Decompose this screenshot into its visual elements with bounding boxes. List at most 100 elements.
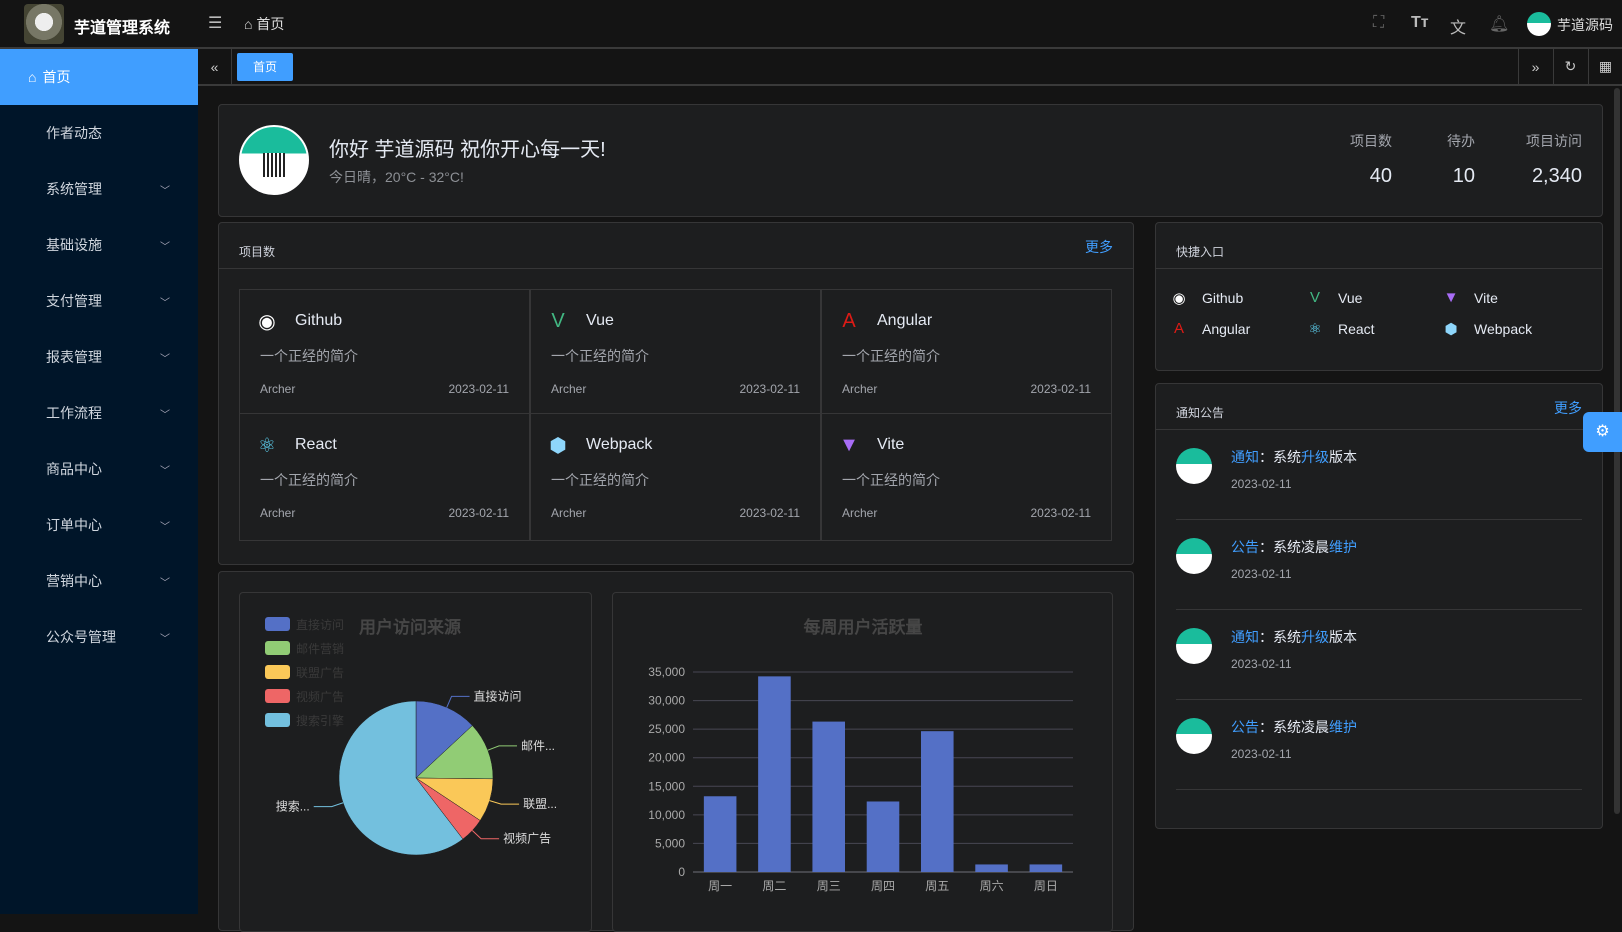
vue-icon: V	[551, 309, 565, 332]
user-name[interactable]: 芋道源码	[1557, 17, 1613, 33]
shortcut-item[interactable]: ▼ Vite	[1443, 289, 1498, 306]
bar	[703, 796, 737, 872]
pie-label-line	[489, 800, 520, 805]
bar	[758, 676, 791, 872]
sidebar-item-label: 工作流程	[46, 405, 102, 421]
react-icon: ⚛	[258, 434, 276, 457]
notice-item[interactable]: 公告：系统凌晨维护 2023-02-11	[1176, 700, 1582, 790]
scroll-left-icon[interactable]: «	[198, 49, 232, 84]
chevron-down-icon: ﹀	[160, 185, 170, 197]
shortcut-item[interactable]: ⚛ React	[1306, 320, 1374, 338]
project-item[interactable]: ⚛ React 一个正经的简介 Archer 2023-02-11	[239, 413, 530, 541]
chevron-down-icon: ﹀	[160, 521, 170, 533]
project-item[interactable]: V Vue 一个正经的简介 Archer 2023-02-11	[530, 289, 821, 417]
qr-code-icon	[263, 153, 285, 177]
webpack-icon: ⬢	[549, 434, 567, 457]
x-tick-label: 周一	[708, 879, 732, 893]
weather: 今日晴，20°C - 32°C!	[329, 169, 464, 185]
sidebar-item-label: 报表管理	[46, 349, 102, 365]
projects-more-link[interactable]: 更多	[1085, 239, 1113, 255]
sidebar-item-label: 支付管理	[46, 293, 102, 309]
sidebar-item-label: 系统管理	[46, 181, 102, 197]
notices-card: 通知公告 更多 通知：系统升级版本 2023-02-11 公告：系统凌晨维护 2…	[1155, 383, 1603, 829]
shortcut-item[interactable]: ◉ Github	[1170, 289, 1243, 307]
x-tick-label: 周四	[871, 879, 895, 893]
notice-item[interactable]: 公告：系统凌晨维护 2023-02-11	[1176, 520, 1582, 610]
chevron-down-icon: ﹀	[160, 409, 170, 421]
tab-home[interactable]: 首页	[237, 53, 294, 81]
shortcut-item[interactable]: V Vue	[1306, 289, 1362, 306]
pie-chart: 用户访问来源直接访问邮件营销联盟广告视频广告搜索引擎直接访问邮件...联盟...…	[265, 617, 557, 856]
sidebar-item[interactable]: 营销中心 ﹀	[0, 553, 198, 609]
pie-label: 搜索...	[276, 799, 310, 814]
notice-item[interactable]: 通知：系统升级版本 2023-02-11	[1176, 430, 1582, 520]
notice-avatar	[1176, 448, 1212, 484]
vite-icon: ▼	[839, 433, 859, 456]
legend-label: 视频广告	[296, 689, 344, 704]
stat-visits: 项目访问 2,340	[1526, 133, 1582, 187]
sidebar-item[interactable]: 作者动态	[0, 105, 198, 161]
y-tick-label: 25,000	[648, 722, 685, 736]
charts-card: 用户访问来源 直接访问 邮件营销 联盟广告 视频广告 搜索引擎 直接访问 邮件... 联盟...…	[218, 571, 1134, 932]
pie-label: 邮件...	[521, 739, 555, 753]
sidebar-item[interactable]: 基础设施 ﹀	[0, 217, 198, 273]
chevron-down-icon: ﹀	[160, 241, 170, 253]
project-item[interactable]: ⬢ Webpack 一个正经的简介 Archer 2023-02-11	[530, 413, 821, 541]
sidebar-item[interactable]: 公众号管理 ﹀	[0, 609, 198, 665]
chevron-down-icon: ﹀	[160, 297, 170, 309]
sidebar-item[interactable]: 商品中心 ﹀	[0, 441, 198, 497]
pie-label-line	[471, 830, 500, 840]
sidebar-item-label: 营销中心	[46, 573, 102, 589]
fullscreen-icon[interactable]: ⛶	[1373, 14, 1385, 31]
chevron-down-icon: ﹀	[160, 577, 170, 589]
project-item[interactable]: ◉ Github 一个正经的简介 Archer 2023-02-11	[239, 289, 530, 417]
legend-swatch	[265, 665, 290, 679]
y-tick-label: 10,000	[648, 808, 685, 822]
sidebar: ⌂ 首页 作者动态 系统管理 ﹀ 基础设施 ﹀ 支付管理 ﹀ 报表管理 ﹀ 工作流程 ﹀ 商品中心 ﹀ 订单中…	[0, 49, 198, 914]
shortcuts-title: 快捷入口	[1156, 223, 1602, 269]
pie-label-line	[313, 802, 344, 808]
sidebar-item[interactable]: 报表管理 ﹀	[0, 329, 198, 385]
notice-avatar	[1176, 718, 1212, 754]
legend-swatch	[265, 689, 290, 703]
x-tick-label: 周日	[1034, 879, 1058, 893]
bar-title: 每周用户活跃量	[804, 617, 923, 637]
sidebar-item-label: 作者动态	[46, 125, 102, 141]
project-item[interactable]: A Angular 一个正经的简介 Archer 2023-02-11	[821, 289, 1112, 417]
sidebar-item[interactable]: 系统管理 ﹀	[0, 161, 198, 217]
shortcut-item[interactable]: ⬢ Webpack	[1442, 320, 1532, 338]
vite-icon: ▼	[1443, 289, 1459, 306]
pie-title: 用户访问来源	[359, 617, 461, 637]
pie-slice	[415, 725, 494, 780]
settings-gear-icon[interactable]: ⚙	[1583, 412, 1622, 452]
refresh-icon[interactable]: ↻	[1553, 49, 1587, 84]
shortcut-item[interactable]: A Angular	[1170, 320, 1250, 337]
notices-more-link[interactable]: 更多	[1554, 400, 1582, 416]
grid-menu-icon[interactable]: ▦	[1588, 49, 1622, 84]
font-size-icon[interactable]: Tт	[1411, 14, 1429, 31]
notices-title: 通知公告	[1156, 384, 1602, 430]
project-item[interactable]: ▼ Vite 一个正经的简介 Archer 2023-02-11	[821, 413, 1112, 541]
sidebar-item-label: 基础设施	[46, 237, 102, 253]
sidebar-item[interactable]: 订单中心 ﹀	[0, 497, 198, 553]
notice-item[interactable]: 通知：系统升级版本 2023-02-11	[1176, 610, 1582, 700]
sidebar-item[interactable]: 工作流程 ﹀	[0, 385, 198, 441]
bar	[975, 864, 1008, 872]
sidebar-item[interactable]: ⌂ 首页	[0, 49, 198, 105]
breadcrumb[interactable]: ⌂ 首页	[244, 16, 285, 32]
notice-avatar	[1176, 538, 1212, 574]
y-tick-label: 35,000	[648, 665, 685, 679]
scroll-right-icon[interactable]: »	[1518, 49, 1552, 84]
sidebar-item[interactable]: 支付管理 ﹀	[0, 273, 198, 329]
user-avatar[interactable]	[1527, 12, 1551, 36]
y-tick-label: 0	[678, 865, 685, 879]
stat-projects: 项目数 40	[1350, 133, 1392, 187]
menu-collapse-icon[interactable]: ☰	[208, 15, 223, 32]
bell-icon[interactable]: 🔔︎	[1489, 16, 1510, 33]
logo	[24, 4, 64, 44]
sidebar-item-label: 商品中心	[46, 461, 102, 477]
x-tick-label: 周五	[925, 879, 949, 893]
greeting: 你好 芋道源码 祝你开心每一天!	[329, 139, 606, 161]
bar	[866, 801, 900, 872]
translate-icon[interactable]: 文	[1450, 20, 1467, 37]
